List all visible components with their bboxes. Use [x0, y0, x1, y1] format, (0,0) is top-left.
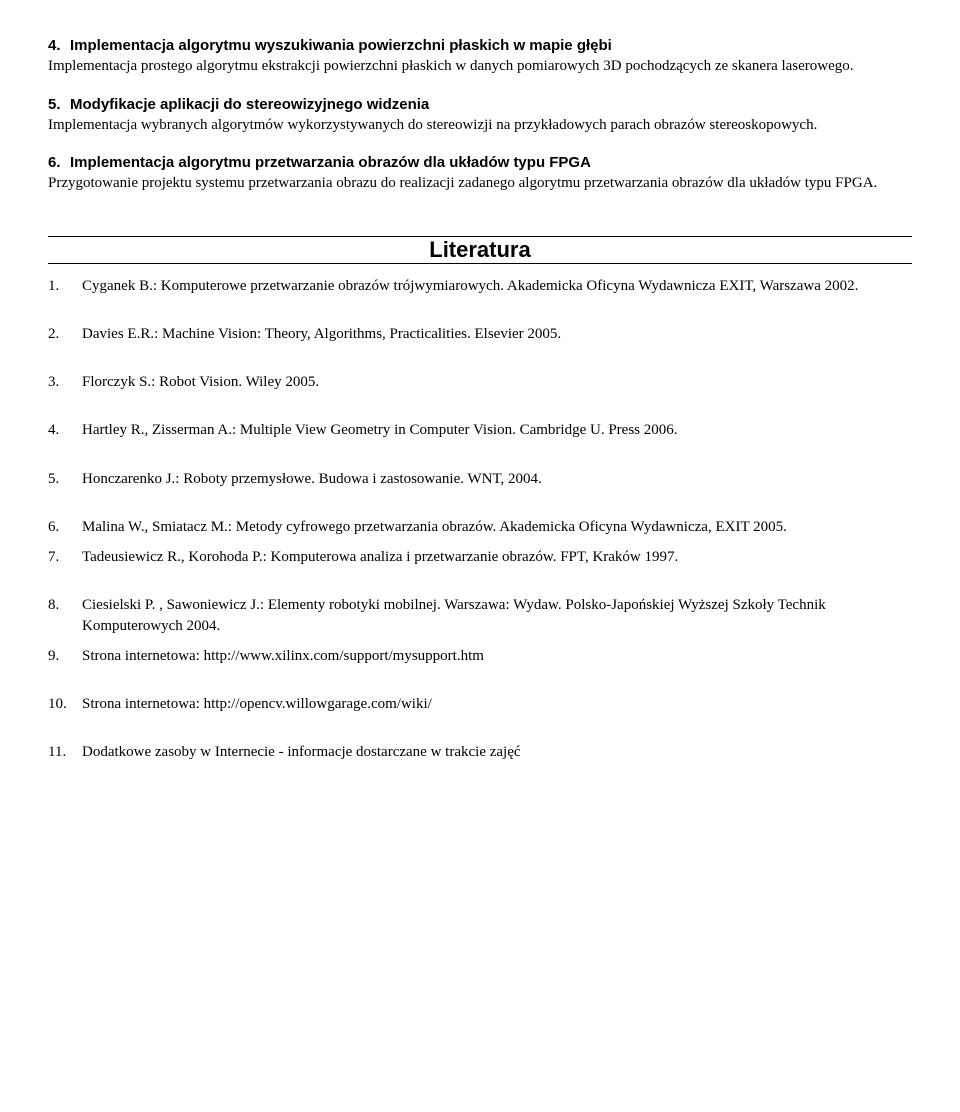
ref-10-num: 10. [48, 694, 82, 714]
section-6-num: 6. [48, 153, 70, 173]
ref-1-text: Cyganek B.: Komputerowe przetwarzanie ob… [82, 276, 912, 296]
section-4-num: 4. [48, 36, 70, 56]
ref-8-text: Ciesielski P. , Sawoniewicz J.: Elementy… [82, 595, 912, 636]
ref-4-num: 4. [48, 420, 82, 440]
ref-2-text: Davies E.R.: Machine Vision: Theory, Alg… [82, 324, 912, 344]
ref-6-text: Malina W., Smiatacz M.: Metody cyfrowego… [82, 517, 912, 537]
ref-9: 9.Strona internetowa: http://www.xilinx.… [48, 646, 912, 666]
literature-heading: Literatura [48, 237, 912, 263]
section-6-heading: 6.Implementacja algorytmu przetwarzania … [48, 153, 912, 173]
ref-5-text: Honczarenko J.: Roboty przemysłowe. Budo… [82, 469, 912, 489]
ref-11: 11.Dodatkowe zasoby w Internecie - infor… [48, 742, 912, 762]
ref-7-text: Tadeusiewicz R., Korohoda P.: Komputerow… [82, 547, 912, 567]
ref-2-num: 2. [48, 324, 82, 344]
ref-6-num: 6. [48, 517, 82, 537]
sections-container: 4.Implementacja algorytmu wyszukiwania p… [48, 36, 912, 194]
section-4-heading: 4.Implementacja algorytmu wyszukiwania p… [48, 36, 912, 56]
section-4-body: Implementacja prostego algorytmu ekstrak… [48, 56, 912, 76]
section-5-body: Implementacja wybranych algorytmów wykor… [48, 115, 912, 135]
ref-2: 2.Davies E.R.: Machine Vision: Theory, A… [48, 324, 912, 344]
ref-10: 10.Strona internetowa: http://opencv.wil… [48, 694, 912, 714]
ref-3-text: Florczyk S.: Robot Vision. Wiley 2005. [82, 372, 912, 392]
ref-3: 3.Florczyk S.: Robot Vision. Wiley 2005. [48, 372, 912, 392]
section-5-title: Modyfikacje aplikacji do stereowizyjnego… [70, 96, 429, 113]
section-5-heading: 5.Modyfikacje aplikacji do stereowizyjne… [48, 95, 912, 115]
ref-9-text: Strona internetowa: http://www.xilinx.co… [82, 646, 912, 666]
section-6-title: Implementacja algorytmu przetwarzania ob… [70, 154, 591, 171]
ref-11-num: 11. [48, 742, 82, 762]
rule-bottom [48, 263, 912, 264]
ref-1: 1.Cyganek B.: Komputerowe przetwarzanie … [48, 276, 912, 296]
ref-4: 4.Hartley R., Zisserman A.: Multiple Vie… [48, 420, 912, 440]
section-6: 6.Implementacja algorytmu przetwarzania … [48, 153, 912, 194]
ref-1-num: 1. [48, 276, 82, 296]
literature-list: 1.Cyganek B.: Komputerowe przetwarzanie … [48, 276, 912, 763]
section-6-body: Przygotowanie projektu systemu przetwarz… [48, 173, 912, 193]
ref-5-num: 5. [48, 469, 82, 489]
section-4-title: Implementacja algorytmu wyszukiwania pow… [70, 37, 612, 54]
literature-heading-block: Literatura [48, 236, 912, 264]
ref-8-num: 8. [48, 595, 82, 636]
ref-8: 8.Ciesielski P. , Sawoniewicz J.: Elemen… [48, 595, 912, 636]
section-5: 5.Modyfikacje aplikacji do stereowizyjne… [48, 95, 912, 136]
ref-3-num: 3. [48, 372, 82, 392]
ref-7-num: 7. [48, 547, 82, 567]
ref-7: 7.Tadeusiewicz R., Korohoda P.: Komputer… [48, 547, 912, 567]
ref-11-text: Dodatkowe zasoby w Internecie - informac… [82, 742, 912, 762]
ref-4-text: Hartley R., Zisserman A.: Multiple View … [82, 420, 912, 440]
ref-5: 5.Honczarenko J.: Roboty przemysłowe. Bu… [48, 469, 912, 489]
section-5-num: 5. [48, 95, 70, 115]
ref-6: 6.Malina W., Smiatacz M.: Metody cyfrowe… [48, 517, 912, 537]
ref-10-text: Strona internetowa: http://opencv.willow… [82, 694, 912, 714]
section-4: 4.Implementacja algorytmu wyszukiwania p… [48, 36, 912, 77]
ref-9-num: 9. [48, 646, 82, 666]
